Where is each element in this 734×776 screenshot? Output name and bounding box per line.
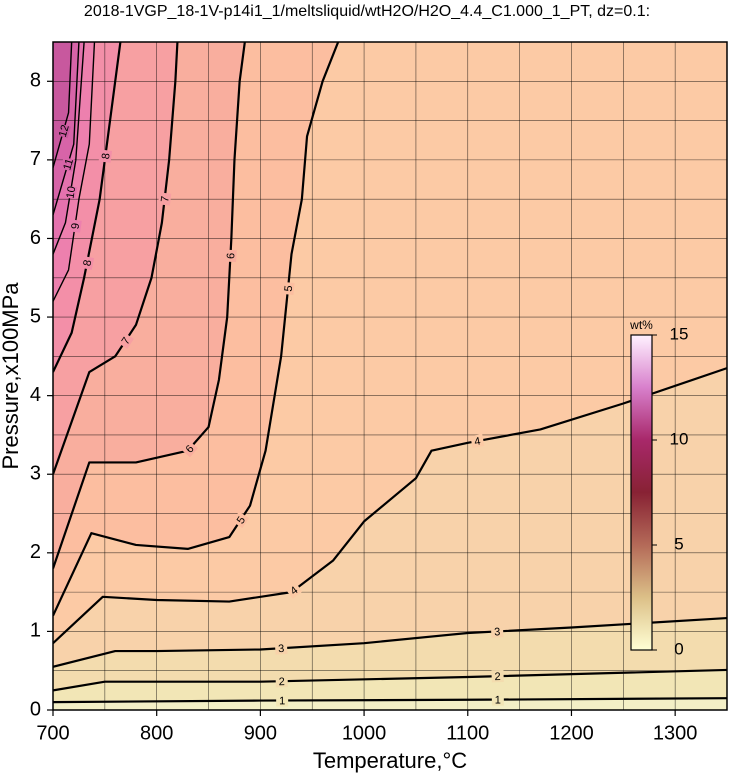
contour-label: 5 <box>283 285 296 292</box>
contour-label-bg <box>224 249 237 263</box>
y-tick-label: 7 <box>30 148 41 170</box>
y-axis-label: Pressure,x100MPa <box>0 282 23 470</box>
contour-label: 2 <box>494 671 500 683</box>
contour-label: 1 <box>279 695 285 707</box>
contour-label-bg <box>60 156 76 172</box>
y-tick-label: 8 <box>30 70 41 92</box>
contour-label-group: 3 <box>490 625 504 638</box>
x-tick-label: 1100 <box>446 722 489 744</box>
contour-line <box>53 42 122 373</box>
colorbar-tick-label: 0 <box>674 639 683 658</box>
x-axis-label: Temperature,°C <box>313 748 467 773</box>
contour-label: 3 <box>278 643 285 655</box>
y-tick-label: 0 <box>30 698 41 720</box>
contour-label-bg <box>117 332 134 349</box>
contour-label-bg <box>285 581 303 599</box>
contour-label-group: 7 <box>117 332 134 349</box>
plot-frame <box>52 41 728 711</box>
x-tick-label: 1300 <box>653 722 698 744</box>
contour-label-group: 8 <box>80 255 95 270</box>
contour-label-group: 1 <box>276 694 289 707</box>
contour-label-bg <box>490 625 504 638</box>
colorbar-tick-label: 15 <box>670 324 689 343</box>
contour-label: 8 <box>100 152 113 160</box>
contour-label: 7 <box>159 195 172 202</box>
contour-line <box>53 616 727 668</box>
contour-line <box>53 42 179 475</box>
contour-label-group: 5 <box>232 511 249 529</box>
x-tick-label: 700 <box>36 722 69 744</box>
chart-title: 2018-1VGP_18-1V-p14i1_1/meltsliquid/wtH2… <box>84 3 650 20</box>
contour-label-group: 10 <box>63 185 78 200</box>
contour-label-bg <box>491 670 504 683</box>
y-tick-label: 6 <box>30 227 41 249</box>
contour-line <box>53 42 80 216</box>
x-tick-label: 1000 <box>342 722 387 744</box>
contour-label-bg <box>68 219 82 233</box>
y-tick-label: 5 <box>30 305 41 327</box>
contour-line <box>53 42 340 617</box>
x-tick-label: 800 <box>140 722 173 744</box>
contour-label: 1 <box>495 694 501 706</box>
contour-label: 4 <box>473 435 481 448</box>
contour-label-group: 5 <box>281 281 296 295</box>
contour-label-bg <box>98 149 113 163</box>
contour-label: 5 <box>235 514 248 526</box>
x-tick-label: 900 <box>244 722 277 744</box>
contour-label-group: 7 <box>157 192 172 206</box>
contour-label-bg <box>180 440 198 458</box>
contour-label-group: 2 <box>275 675 288 688</box>
y-tick-label: 4 <box>30 384 41 406</box>
x-tick-label: 1200 <box>549 722 594 744</box>
axes: 700 800 900 1000 1100 1200 1300012345678wt%051… <box>30 41 728 744</box>
contour-label: 11 <box>61 157 76 171</box>
contour-label: 3 <box>494 626 501 638</box>
contour-label-group: 3 <box>274 641 288 655</box>
contour-line <box>53 42 96 302</box>
y-tick-label: 3 <box>30 463 41 485</box>
contour-label-group: 9 <box>68 219 83 233</box>
y-tick-label: 1 <box>30 620 41 642</box>
contour-label: 10 <box>64 185 78 199</box>
contour-label-bg <box>275 675 288 688</box>
contour-label: 8 <box>81 259 94 267</box>
contour-label-bg <box>470 434 485 449</box>
contour-label: 2 <box>279 676 285 688</box>
contour-label-group: 11 <box>60 156 76 172</box>
contour-label-bg <box>232 511 249 529</box>
colorbar-label: wt% <box>629 318 653 332</box>
contour-label-bg <box>491 693 504 706</box>
contour-label-bg <box>56 123 71 139</box>
contour-line <box>53 367 727 645</box>
contour-label-group: 2 <box>491 670 504 683</box>
contour-region <box>53 42 72 168</box>
contour-label-bg <box>80 255 95 270</box>
contour-label: 6 <box>225 253 237 260</box>
contour-line <box>53 42 246 569</box>
colorbar <box>630 334 653 651</box>
contour-line <box>53 697 727 704</box>
contour-label-group: 4 <box>285 581 303 599</box>
contour-label: 9 <box>70 222 83 230</box>
contour-label: 7 <box>120 335 133 347</box>
contour-label-bg <box>157 192 172 206</box>
y-tick-label: 2 <box>30 541 41 563</box>
contour-label-group: 8 <box>98 149 113 163</box>
contour-label-group: 1 <box>491 693 504 707</box>
contour-label-group: 6 <box>180 440 198 458</box>
colorbar-tick-label: 10 <box>670 429 689 448</box>
contour-label: 12 <box>57 124 72 139</box>
contour-line <box>53 42 73 168</box>
contour-label-bg <box>63 185 78 200</box>
contour-label-group: 4 <box>470 434 485 449</box>
contour-label-group: 6 <box>224 249 237 263</box>
contour-label-group: 12 <box>56 123 72 139</box>
contour-label-bg <box>281 281 295 295</box>
contour-line <box>53 668 727 692</box>
colorbar-tick-label: 5 <box>674 534 683 553</box>
contour-label-bg <box>274 641 288 655</box>
contour-label-bg <box>276 694 289 707</box>
